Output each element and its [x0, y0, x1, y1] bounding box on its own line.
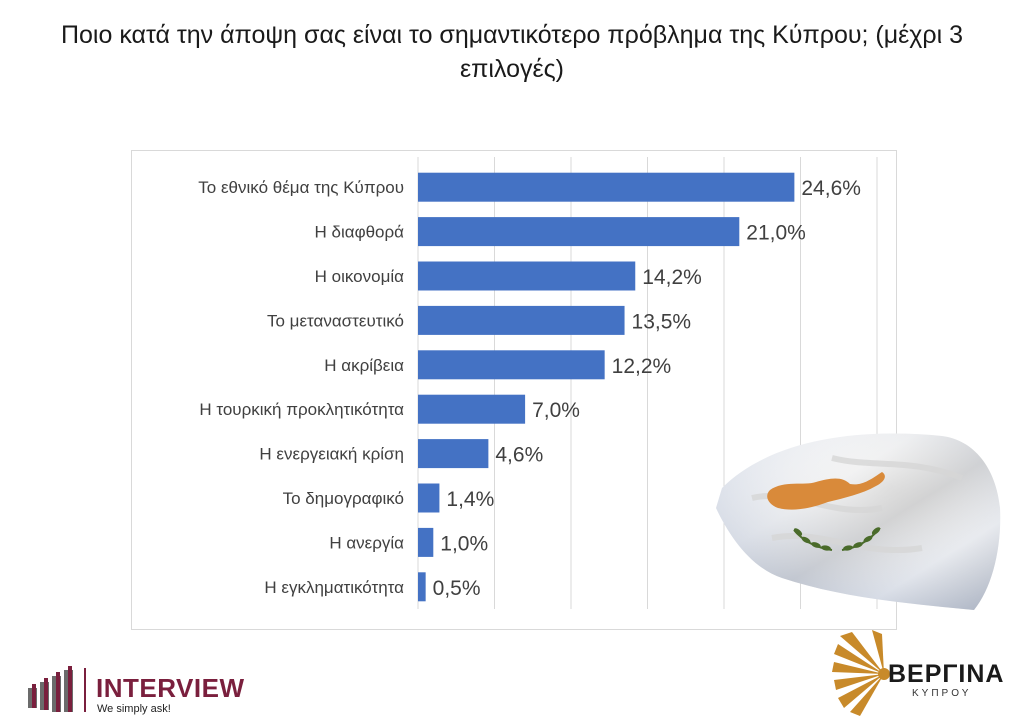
category-label: Η διαφθορά	[315, 223, 405, 242]
category-label: Η ανεργία	[329, 533, 404, 552]
interview-logo-text: INTERVIEW	[96, 673, 245, 703]
vergina-logo-subtext: ΚΥΠΡΟΥ	[912, 688, 972, 699]
category-label: Η τουρκική προκλητικότητα	[199, 400, 404, 419]
bar	[418, 572, 426, 602]
data-label: 1,0%	[440, 532, 488, 555]
bar	[418, 483, 440, 513]
cyprus-flag-image	[716, 433, 1001, 610]
cyprus-map-shape	[767, 472, 885, 510]
category-label: Το μεταναστευτικό	[267, 311, 404, 330]
data-label: 0,5%	[433, 577, 481, 600]
data-label: 13,5%	[632, 310, 692, 333]
category-label: Η ενεργειακή κρίση	[259, 445, 404, 464]
vergina-sun-icon	[832, 630, 890, 716]
bar	[418, 394, 526, 424]
data-label: 24,6%	[801, 177, 861, 200]
bar	[418, 172, 795, 202]
bar	[418, 305, 625, 335]
category-label: Η ακρίβεια	[324, 356, 404, 375]
data-label: 21,0%	[746, 222, 806, 245]
bar	[418, 527, 434, 557]
data-label: 7,0%	[532, 399, 580, 422]
category-label: Η εγκληματικότητα	[264, 578, 404, 597]
category-label: Το δημογραφικό	[283, 489, 404, 508]
chart-area: Το εθνικό θέμα της Κύπρου 24,6% Η διαφθορά…	[131, 150, 897, 630]
category-label: Η οικονομία	[315, 267, 405, 286]
data-label: 4,6%	[495, 444, 543, 467]
bar-chart: Το εθνικό θέμα της Κύπρου 24,6% Η διαφθορά…	[198, 157, 878, 609]
interview-tagline: We simply ask!	[97, 703, 171, 715]
chart-title: Ποιο κατά την άποψη σας είναι το σημαντι…	[60, 21, 964, 83]
interview-logo-mark	[28, 666, 86, 712]
bar	[418, 261, 636, 291]
bar	[418, 217, 740, 247]
data-label: 12,2%	[612, 355, 672, 378]
data-label: 1,4%	[446, 488, 494, 511]
bar	[418, 439, 489, 469]
bar	[418, 350, 605, 380]
data-label: 14,2%	[642, 266, 702, 289]
category-label: Το εθνικό θέμα της Κύπρου	[198, 178, 404, 197]
vergina-logo-text: ΒΕΡΓΙΝΑ	[888, 660, 1005, 688]
